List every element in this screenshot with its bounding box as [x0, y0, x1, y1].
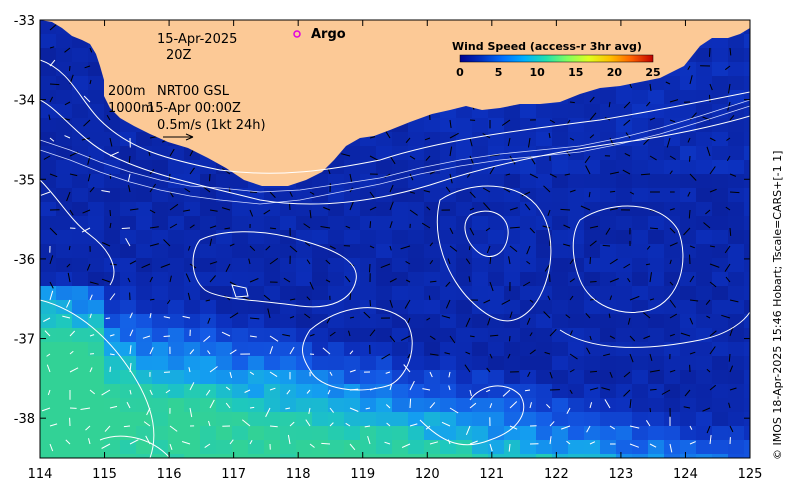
colorbar-tick-label: 0 [456, 66, 464, 79]
lat-tick-label: -33 [14, 14, 35, 29]
colorbar-tick-label: 25 [645, 66, 660, 79]
lon-tick-label: 114 [28, 467, 53, 482]
lon-tick-label: 123 [608, 467, 633, 482]
lon-tick-label: 121 [479, 467, 504, 482]
lat-tick-label: -35 [14, 173, 35, 188]
colorbar-tick-label: 5 [495, 66, 503, 79]
colorbar-title: Wind Speed (access-r 3hr avg) [452, 40, 642, 53]
lat-tick-label: -34 [14, 94, 35, 109]
lon-tick-label: 125 [738, 467, 763, 482]
wind-speed-field [40, 20, 760, 468]
lat-tick-label: -38 [14, 412, 35, 427]
colorbar-tick-label: 20 [607, 66, 623, 79]
lon-tick-label: 118 [286, 467, 311, 482]
lon-tick-label: 119 [350, 467, 375, 482]
lon-tick-label: 124 [673, 467, 698, 482]
date-label: 15-Apr-2025 [157, 32, 237, 47]
depth-label-200m: 200m [108, 84, 145, 99]
colorbar-tick-label: 15 [568, 66, 583, 79]
colorbar-tick-label: 10 [530, 66, 546, 79]
product-time-label: 15-Apr 00:00Z [147, 101, 241, 116]
lon-tick-label: 120 [415, 467, 440, 482]
lat-tick-label: -37 [14, 333, 35, 348]
lon-tick-label: 116 [157, 467, 182, 482]
lat-tick-label: -36 [14, 253, 35, 268]
product-label: NRT00 GSL [157, 84, 230, 99]
lon-tick-label: 122 [544, 467, 569, 482]
lon-tick-label: 115 [92, 467, 117, 482]
lon-tick-label: 117 [221, 467, 246, 482]
argo-label: Argo [311, 27, 346, 42]
copyright-note: © IMOS 18-Apr-2025 15:46 Hobart; Tscale=… [771, 151, 784, 460]
time-label: 20Z [166, 48, 192, 63]
vector-scale-label: 0.5m/s (1kt 24h) [157, 118, 266, 133]
